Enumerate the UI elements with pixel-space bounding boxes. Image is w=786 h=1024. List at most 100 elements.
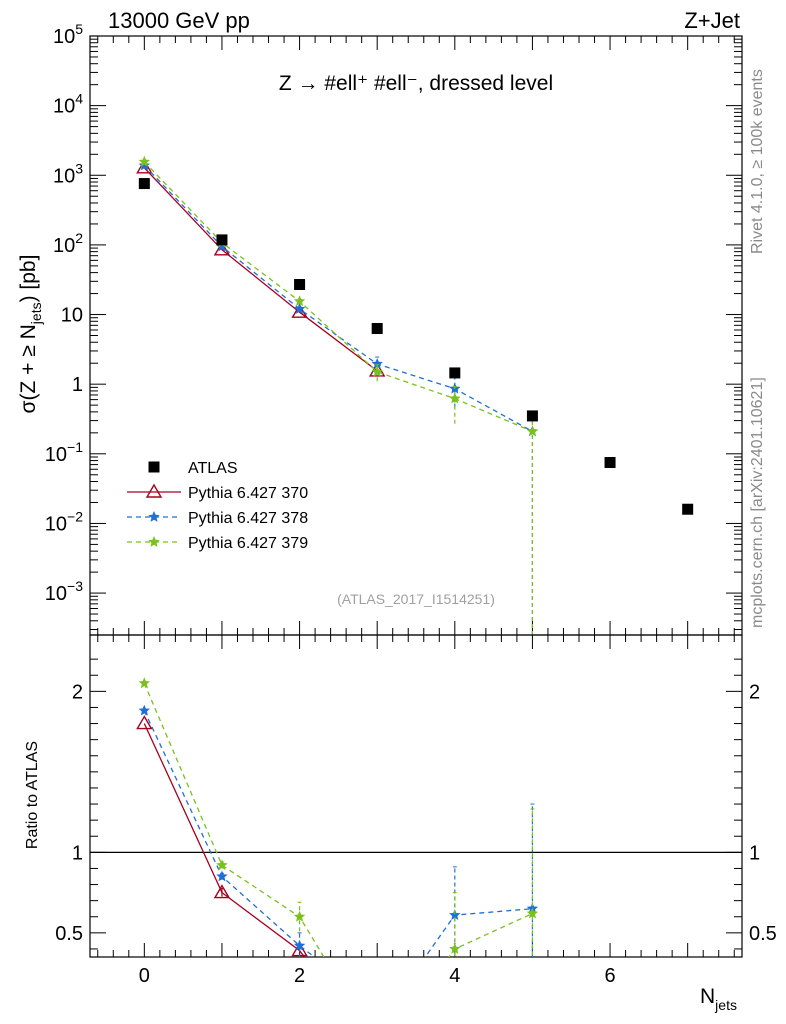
main-data-point	[526, 425, 539, 437]
ratio-series-line	[143, 710, 533, 957]
main-data-point	[371, 323, 383, 335]
y-tick-label: 103	[53, 160, 83, 187]
main-data-point	[604, 457, 616, 469]
legend-label: ATLAS	[188, 460, 238, 477]
ratio-panel: 0.5 0.5 1 1 2 2 0 2 4 6	[55, 634, 777, 987]
legend-label: Pythia 6.427 379	[188, 535, 308, 552]
legend: ATLAS Pythia 6.427 370 Pythia 6.427 378 Pyt…	[127, 460, 308, 552]
main-y-label-pre: σ(Z + ≥ N	[17, 324, 40, 413]
main-data-point	[216, 240, 228, 252]
mcplots-label: mcplots.cern.ch [arXiv:2401.10621]	[749, 377, 766, 628]
process-label: Z+Jet	[684, 8, 740, 33]
ratio-series-pythia-6.427-378	[138, 704, 539, 957]
ratio-data-point	[216, 859, 228, 871]
legend-marker	[148, 461, 160, 473]
ratio-data-point	[526, 907, 539, 919]
y-tick-base: 10	[45, 513, 67, 535]
main-data-point	[682, 503, 694, 515]
y-tick-label: 10−3	[45, 578, 83, 605]
ratio-y-tick-label: 1	[749, 842, 760, 864]
rivet-label: Rivet 4.1.0, ≥ 100k events	[749, 69, 766, 254]
main-series-pythia-6.427-370	[136, 159, 386, 377]
y-tick-base: 10	[61, 305, 83, 327]
ratio-y-tick-label: 2	[749, 681, 760, 703]
main-data-point	[371, 358, 383, 369]
main-data-point	[449, 392, 461, 404]
main-data-point	[136, 159, 153, 174]
legend-marker	[145, 483, 163, 498]
ratio-series-line	[143, 723, 306, 957]
y-tick-exp: 2	[75, 230, 83, 246]
ratio-y-tick-label: 1	[72, 842, 83, 864]
ratio-series-line	[143, 683, 533, 957]
x-tick-label: 2	[294, 965, 305, 987]
energy-label: 13000 GeV pp	[108, 8, 250, 33]
y-tick-base: 10	[45, 583, 67, 605]
main-data-point	[371, 365, 383, 377]
ratio-data-point	[449, 909, 461, 920]
ratio-data-point	[138, 677, 150, 689]
y-tick-exp: 5	[75, 21, 83, 37]
main-series-line	[143, 165, 533, 432]
legend-marker	[148, 511, 160, 522]
main-data-point	[138, 178, 150, 190]
ratio-series-pythia-6.427-379	[138, 677, 539, 957]
main-data-point	[293, 303, 306, 314]
y-tick-base: 10	[53, 165, 75, 187]
main-data-point	[216, 234, 228, 246]
main-data-point	[213, 241, 231, 256]
y-tick-label: 104	[53, 91, 83, 118]
main-series-line	[143, 167, 378, 372]
main-series-line	[143, 161, 533, 432]
ratio-data-point	[449, 943, 461, 954]
y-tick-base: 10	[53, 235, 75, 257]
x-tick-label: 4	[449, 965, 460, 987]
legend-label: Pythia 6.427 378	[188, 510, 308, 527]
y-tick-label: 10−2	[45, 508, 83, 535]
main-y-label-sub: jets	[28, 302, 44, 325]
y-tick-label: 10−1	[45, 439, 83, 466]
y-tick-exp: 4	[75, 91, 83, 107]
ratio-y-tick-label: 2	[72, 681, 83, 703]
y-tick-label: 1	[72, 374, 83, 396]
main-y-label-post: ) [pb]	[17, 255, 40, 303]
y-tick-label: 105	[53, 21, 83, 48]
x-axis-label-pre: N	[700, 985, 715, 1008]
y-tick-label: 10	[61, 305, 83, 327]
ratio-y-label: Ratio to ATLAS	[24, 741, 41, 849]
ratio-data-point	[216, 870, 228, 882]
main-series-pythia-6.427-379	[138, 155, 539, 635]
y-tick-exp: −3	[67, 578, 83, 594]
y-tick-exp: −1	[67, 439, 83, 455]
main-data-point	[294, 279, 306, 291]
ratio-data-point	[213, 884, 231, 899]
main-series-pythia-6.427-378	[138, 159, 539, 635]
main-data-point	[138, 155, 150, 167]
ratio-frame	[89, 634, 743, 958]
ratio-y-tick-label: 0.5	[749, 923, 777, 945]
ratio-data-point	[138, 704, 150, 716]
x-tick-label: 0	[139, 965, 150, 987]
main-data-point	[449, 367, 461, 379]
y-tick-exp: 3	[75, 160, 83, 176]
y-tick-label: 102	[53, 230, 83, 257]
ratio-data-point	[293, 939, 306, 951]
y-tick-base: 10	[53, 26, 75, 48]
ratio-data-point	[136, 715, 153, 730]
main-data-point	[293, 295, 306, 307]
analysis-id: (ATLAS_2017_I1514251)	[337, 591, 495, 607]
ratio-data-point	[293, 910, 306, 922]
main-data-point	[291, 303, 308, 318]
y-tick-exp: −2	[67, 508, 83, 524]
main-y-label: σ(Z + ≥ Njets) [pb]	[17, 255, 44, 414]
x-axis-label-sub: jets	[714, 997, 737, 1013]
y-tick-base: 10	[45, 444, 67, 466]
x-tick-label: 6	[604, 965, 615, 987]
x-axis-label: Njets	[700, 985, 737, 1013]
legend-label: Pythia 6.427 370	[188, 485, 308, 502]
main-data-point	[138, 159, 150, 171]
ratio-y-tick-label: 0.5	[55, 923, 83, 945]
plot-title: Z → #ell⁺ #ell⁻, dressed level	[279, 72, 553, 95]
